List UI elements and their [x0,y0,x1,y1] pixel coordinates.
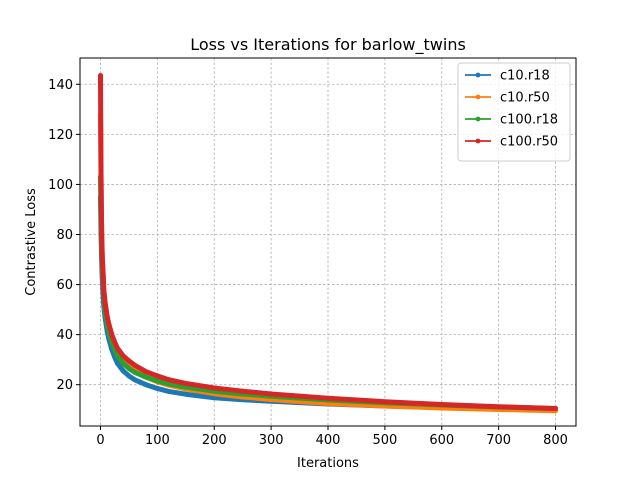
data-point [98,73,103,78]
data-point [132,377,138,383]
legend-marker [475,138,481,144]
data-point [102,299,108,305]
y-tick-label: 140 [48,78,73,93]
x-axis-label: Iterations [297,456,359,471]
data-point [103,307,109,312]
data-point [166,377,172,383]
legend-label: c10.r18 [500,69,550,84]
data-point [115,345,120,351]
data-point [120,353,126,359]
x-tick-label: 700 [486,433,511,448]
data-point [120,361,126,366]
data-point [211,385,217,391]
data-point [183,391,189,397]
data-point [98,172,104,177]
y-tick-label: 40 [56,328,73,343]
data-point [112,339,118,345]
x-tick-label: 0 [96,433,104,448]
data-point [325,395,331,401]
data-point [240,388,246,394]
data-point [143,382,149,388]
data-point [439,402,445,407]
legend-marker [475,94,481,100]
data-point [115,361,120,366]
legend-item: c100.r18 [465,113,558,128]
data-point [132,369,138,375]
data-point [100,274,106,280]
series-c100.r50 [97,73,559,411]
x-tick-label: 100 [145,433,170,448]
data-point [101,289,107,295]
data-point [553,406,558,411]
data-point [143,369,149,375]
data-point [99,252,105,257]
legend-label: c100.r50 [500,135,558,150]
y-tick-label: 60 [56,278,73,293]
series-lines [97,73,559,414]
data-point [166,381,172,387]
data-point [109,332,115,338]
data-point [154,373,160,379]
y-axis-label: Contrastive Loss [24,188,39,296]
y-axis: 20 40 60 80 100 120 140 [48,78,80,393]
legend-item: c100.r50 [465,135,558,150]
legend-marker [475,72,481,78]
y-tick-label: 100 [48,178,73,193]
y-tick-label: 120 [48,128,73,143]
legend-label: c100.r18 [500,113,558,128]
data-point [132,362,138,368]
x-tick-label: 200 [202,433,227,448]
data-point [100,264,106,270]
legend-marker [475,116,481,122]
x-tick-label: 400 [316,433,341,448]
legend: c10.r18 c10.r50 c100.r18 c100.r50 [457,62,571,162]
data-point [99,224,105,230]
data-point [268,391,274,397]
data-point [382,399,388,405]
data-point [211,395,217,401]
data-point [166,389,172,394]
data-point [115,353,120,359]
x-tick-label: 800 [543,433,568,448]
data-point [496,404,502,410]
x-axis: 0 100 200 300 400 500 600 700 800 [96,426,568,448]
x-tick-label: 600 [429,433,454,448]
data-point [126,358,132,364]
chart-title: Loss vs Iterations for barlow_twins [190,35,466,55]
data-point [104,314,110,320]
legend-box [457,62,571,162]
data-point [183,381,189,386]
data-point [143,374,149,380]
data-point [126,373,132,379]
legend-item: c10.r50 [465,91,550,106]
legend-item: c10.r18 [465,69,550,84]
legend-label: c10.r50 [500,91,550,106]
data-point [154,378,160,384]
data-point [126,366,132,371]
data-point [120,368,126,374]
y-tick-label: 20 [56,378,73,393]
y-tick-label: 80 [56,228,73,243]
x-tick-label: 500 [372,433,397,448]
data-point [154,386,160,391]
data-point [106,322,112,328]
x-tick-label: 300 [259,433,284,448]
